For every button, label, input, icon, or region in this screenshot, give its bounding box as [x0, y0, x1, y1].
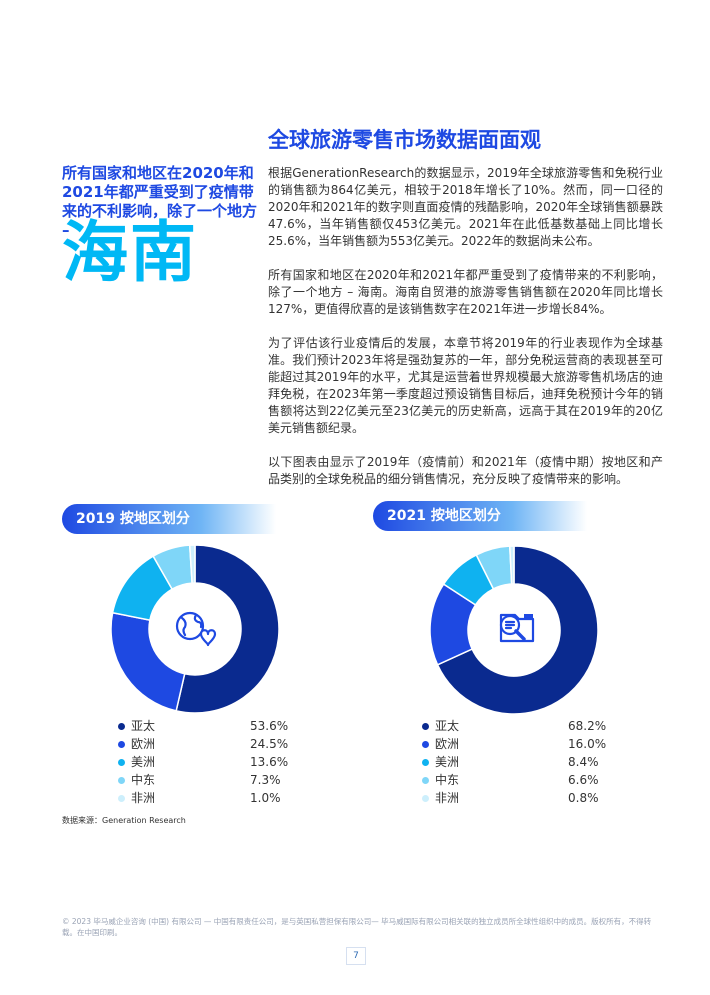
legend-value: 7.3% — [250, 773, 281, 787]
legend-item: 欧洲 24.5% — [118, 735, 290, 753]
section-title: 全球旅游零售市场数据面面观 — [268, 128, 541, 152]
legend-label: 亚太 — [435, 719, 460, 733]
legend-label: 中东 — [131, 773, 156, 787]
legend-label: 非洲 — [435, 791, 460, 805]
legend-item: 非洲 1.0% — [118, 789, 290, 807]
legend-label: 美洲 — [435, 755, 460, 769]
legend-value: 8.4% — [568, 755, 599, 769]
legend-value: 53.6% — [250, 719, 289, 733]
document-search-icon — [499, 613, 535, 643]
legend-swatch — [118, 723, 125, 730]
page-number: 7 — [346, 947, 366, 965]
legend-label: 欧洲 — [131, 737, 156, 751]
chart-2021-donut — [429, 545, 599, 715]
chart-2019-donut — [110, 544, 280, 714]
legend-label: 亚太 — [131, 719, 156, 733]
paragraph: 为了评估该行业疫情后的发展，本章节将2019年的行业表现作为全球基准。我们预计2… — [268, 336, 663, 435]
donut-slice-非洲 — [508, 545, 515, 585]
legend-label: 非洲 — [131, 791, 156, 805]
paragraph: 根据GenerationResearch的数据显示，2019年全球旅游零售和免税… — [268, 166, 663, 248]
donut-slice-亚太 — [436, 545, 599, 715]
legend-value: 68.2% — [568, 719, 607, 733]
legend-item: 美洲 8.4% — [422, 753, 602, 771]
chart-2019-title: 2019 按地区划分 — [62, 504, 276, 534]
legend-label: 中东 — [435, 773, 460, 787]
legend-value: 24.5% — [250, 737, 289, 751]
legend-swatch — [118, 777, 125, 784]
donut-slice-欧洲 — [110, 611, 186, 712]
legend-value: 6.6% — [568, 773, 599, 787]
legend-value: 16.0% — [568, 737, 607, 751]
donut-slice-非洲 — [188, 544, 196, 584]
legend-swatch — [422, 777, 429, 784]
paragraph: 所有国家和地区在2020年和2021年都严重受到了疫情带来的不利影响，除了一个地… — [268, 268, 663, 316]
footer-copyright: © 2023 毕马威企业咨询 (中国) 有限公司 — 中国有限责任公司，是与英国… — [62, 917, 652, 937]
legend-value: 13.6% — [250, 755, 289, 769]
legend-swatch — [118, 741, 125, 748]
globe-heart-icon — [175, 611, 217, 647]
highlight-title: 海南 — [62, 214, 198, 291]
paragraph: 以下图表由显示了2019年（疫情前）和2021年（疫情中期）按地区和产品类别的全… — [268, 455, 663, 486]
legend-swatch — [422, 795, 429, 802]
legend-item: 美洲 13.6% — [118, 753, 290, 771]
chart-2021-title: 2021 按地区划分 — [373, 501, 587, 531]
donut-slice-亚太 — [175, 544, 280, 714]
legend-item: 中东 6.6% — [422, 771, 602, 789]
legend-item: 亚太 53.6% — [118, 717, 290, 735]
body-text: 根据GenerationResearch的数据显示，2019年全球旅游零售和免税… — [268, 165, 663, 505]
legend-swatch — [118, 795, 125, 802]
legend-swatch — [422, 759, 429, 766]
legend-swatch — [422, 741, 429, 748]
legend-item: 亚太 68.2% — [422, 717, 606, 735]
legend-label: 美洲 — [131, 755, 156, 769]
lead-statement: 所有国家和地区在2020年和2021年都严重受到了疫情带来的不利影响，除了一个地… — [62, 164, 258, 239]
legend-label: 欧洲 — [435, 737, 460, 751]
legend-swatch — [422, 723, 429, 730]
legend-value: 1.0% — [250, 791, 281, 805]
data-source: 数据来源：Generation Research — [62, 816, 186, 825]
legend-item: 欧洲 16.0% — [422, 735, 606, 753]
legend-value: 0.8% — [568, 791, 599, 805]
legend-item: 非洲 0.8% — [422, 789, 602, 807]
legend-item: 中东 7.3% — [118, 771, 290, 789]
chart-2021-legend: 亚太 68.2% 欧洲 16.0% 美洲 8.4% 中东 6.6% 非洲 0.8% — [422, 717, 606, 807]
legend-swatch — [118, 759, 125, 766]
chart-2019-legend: 亚太 53.6% 欧洲 24.5% 美洲 13.6% 中东 7.3% 非洲 1.0% — [118, 717, 290, 807]
